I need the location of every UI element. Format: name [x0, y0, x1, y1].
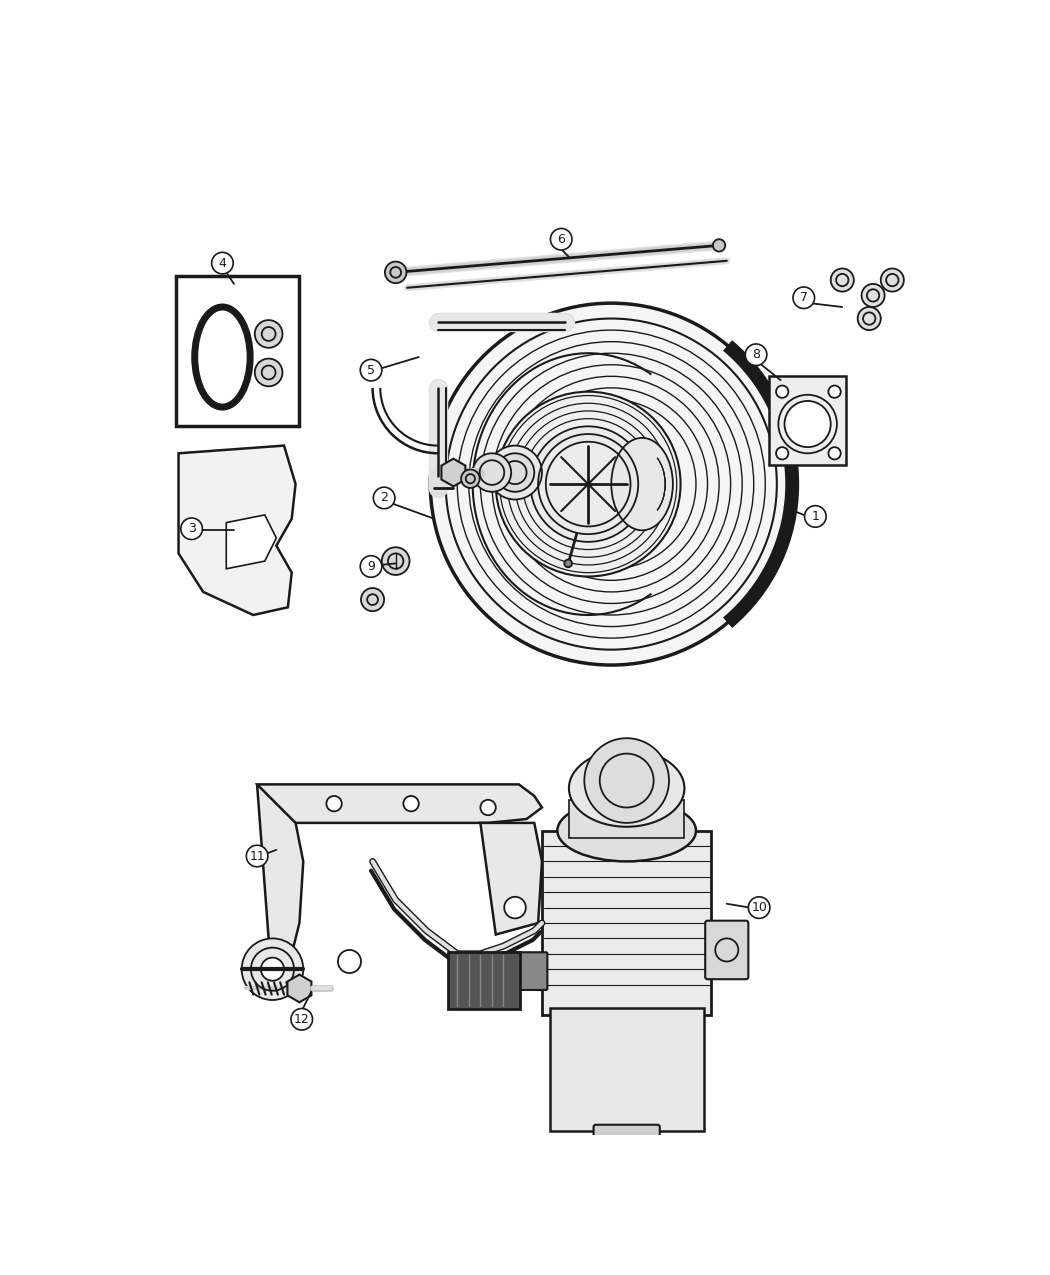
Circle shape [212, 252, 233, 274]
Circle shape [382, 547, 410, 575]
Circle shape [564, 560, 572, 567]
FancyBboxPatch shape [448, 952, 521, 1010]
FancyBboxPatch shape [769, 376, 846, 465]
FancyBboxPatch shape [502, 952, 547, 989]
Circle shape [260, 958, 285, 980]
Circle shape [804, 506, 826, 528]
Circle shape [361, 588, 384, 611]
Circle shape [776, 385, 789, 398]
Circle shape [858, 307, 881, 330]
Text: 9: 9 [368, 560, 375, 572]
Circle shape [831, 269, 854, 292]
Circle shape [881, 269, 904, 292]
Text: 6: 6 [558, 233, 565, 246]
Circle shape [181, 518, 203, 539]
Text: 4: 4 [218, 256, 227, 269]
Circle shape [360, 360, 382, 381]
Circle shape [793, 287, 815, 309]
Ellipse shape [569, 750, 685, 826]
Bar [176, 277, 299, 426]
Circle shape [504, 896, 526, 918]
Bar [542, 830, 712, 1015]
Text: 5: 5 [368, 363, 375, 376]
Circle shape [749, 896, 770, 918]
Circle shape [746, 344, 766, 366]
Ellipse shape [558, 799, 696, 862]
Circle shape [461, 469, 480, 488]
Circle shape [488, 445, 542, 500]
Polygon shape [227, 515, 276, 569]
FancyBboxPatch shape [593, 1125, 659, 1176]
Circle shape [481, 799, 496, 815]
Polygon shape [257, 784, 303, 954]
Text: 3: 3 [188, 523, 195, 536]
Polygon shape [257, 784, 542, 822]
Circle shape [713, 240, 726, 251]
Circle shape [374, 487, 395, 509]
Circle shape [327, 796, 342, 811]
Circle shape [550, 228, 572, 250]
Bar [569, 799, 685, 838]
Polygon shape [288, 974, 312, 1002]
Text: 11: 11 [249, 849, 265, 862]
Polygon shape [441, 459, 465, 486]
Circle shape [496, 391, 680, 576]
Text: 10: 10 [751, 901, 768, 914]
Circle shape [472, 454, 511, 492]
Circle shape [385, 261, 406, 283]
Circle shape [584, 738, 669, 822]
Circle shape [828, 385, 841, 398]
Circle shape [430, 303, 793, 666]
Circle shape [242, 938, 303, 1000]
Circle shape [828, 448, 841, 459]
Circle shape [291, 1009, 313, 1030]
Circle shape [338, 950, 361, 973]
Text: 7: 7 [800, 291, 807, 305]
Text: 2: 2 [380, 491, 388, 505]
Polygon shape [481, 822, 542, 935]
Ellipse shape [611, 437, 673, 530]
Circle shape [530, 426, 646, 542]
Text: 8: 8 [752, 348, 760, 361]
Circle shape [403, 796, 419, 811]
Text: 12: 12 [294, 1012, 310, 1026]
Text: 1: 1 [812, 510, 819, 523]
Circle shape [784, 400, 831, 448]
Polygon shape [178, 445, 296, 615]
Circle shape [255, 320, 282, 348]
Circle shape [862, 284, 884, 307]
Bar [550, 1007, 704, 1131]
FancyBboxPatch shape [706, 921, 749, 979]
Circle shape [255, 358, 282, 386]
Circle shape [360, 556, 382, 578]
Circle shape [496, 454, 534, 492]
Circle shape [776, 448, 789, 459]
Circle shape [247, 845, 268, 867]
